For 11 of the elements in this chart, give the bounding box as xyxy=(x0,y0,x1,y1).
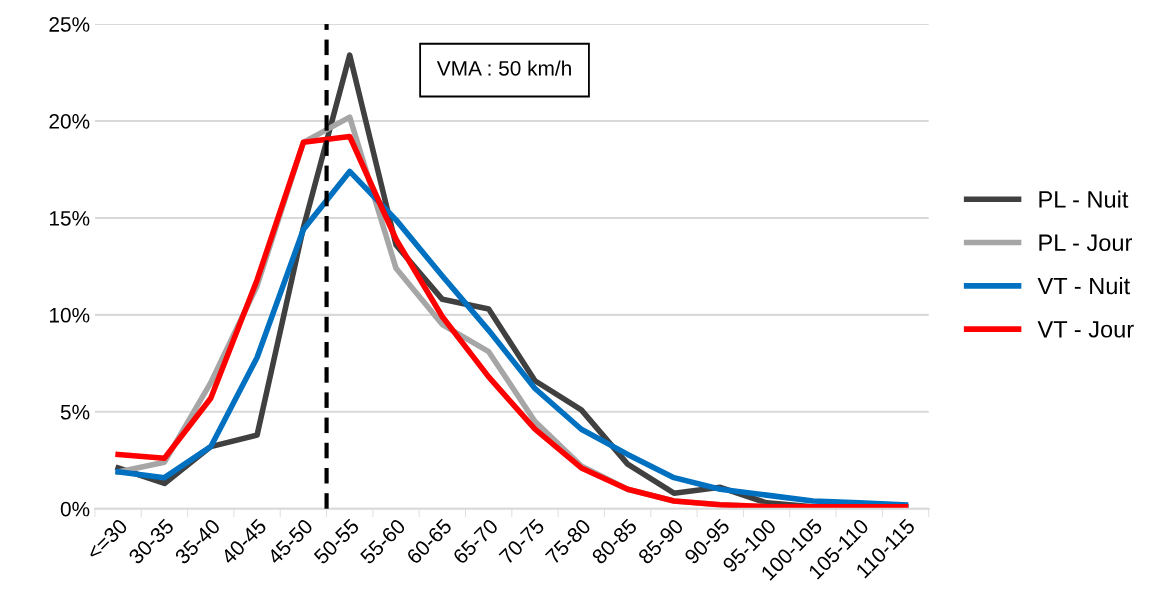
y-tick-label: 20% xyxy=(49,114,90,129)
y-tick-label: 15% xyxy=(49,211,90,226)
legend-label: PL - Nuit xyxy=(1039,190,1129,208)
y-tick-label: 0% xyxy=(60,501,90,517)
legend-label: VT - Nuit xyxy=(1037,277,1131,295)
y-tick-label: 25% xyxy=(49,17,90,32)
y-tick-label: 5% xyxy=(60,404,90,420)
annotation: VMA : 50 km/h xyxy=(436,60,571,76)
legend-label: VT - Jour xyxy=(1037,321,1134,338)
legend-label: PL - Jour xyxy=(1039,234,1132,252)
y-tick-label: 10% xyxy=(49,307,90,323)
